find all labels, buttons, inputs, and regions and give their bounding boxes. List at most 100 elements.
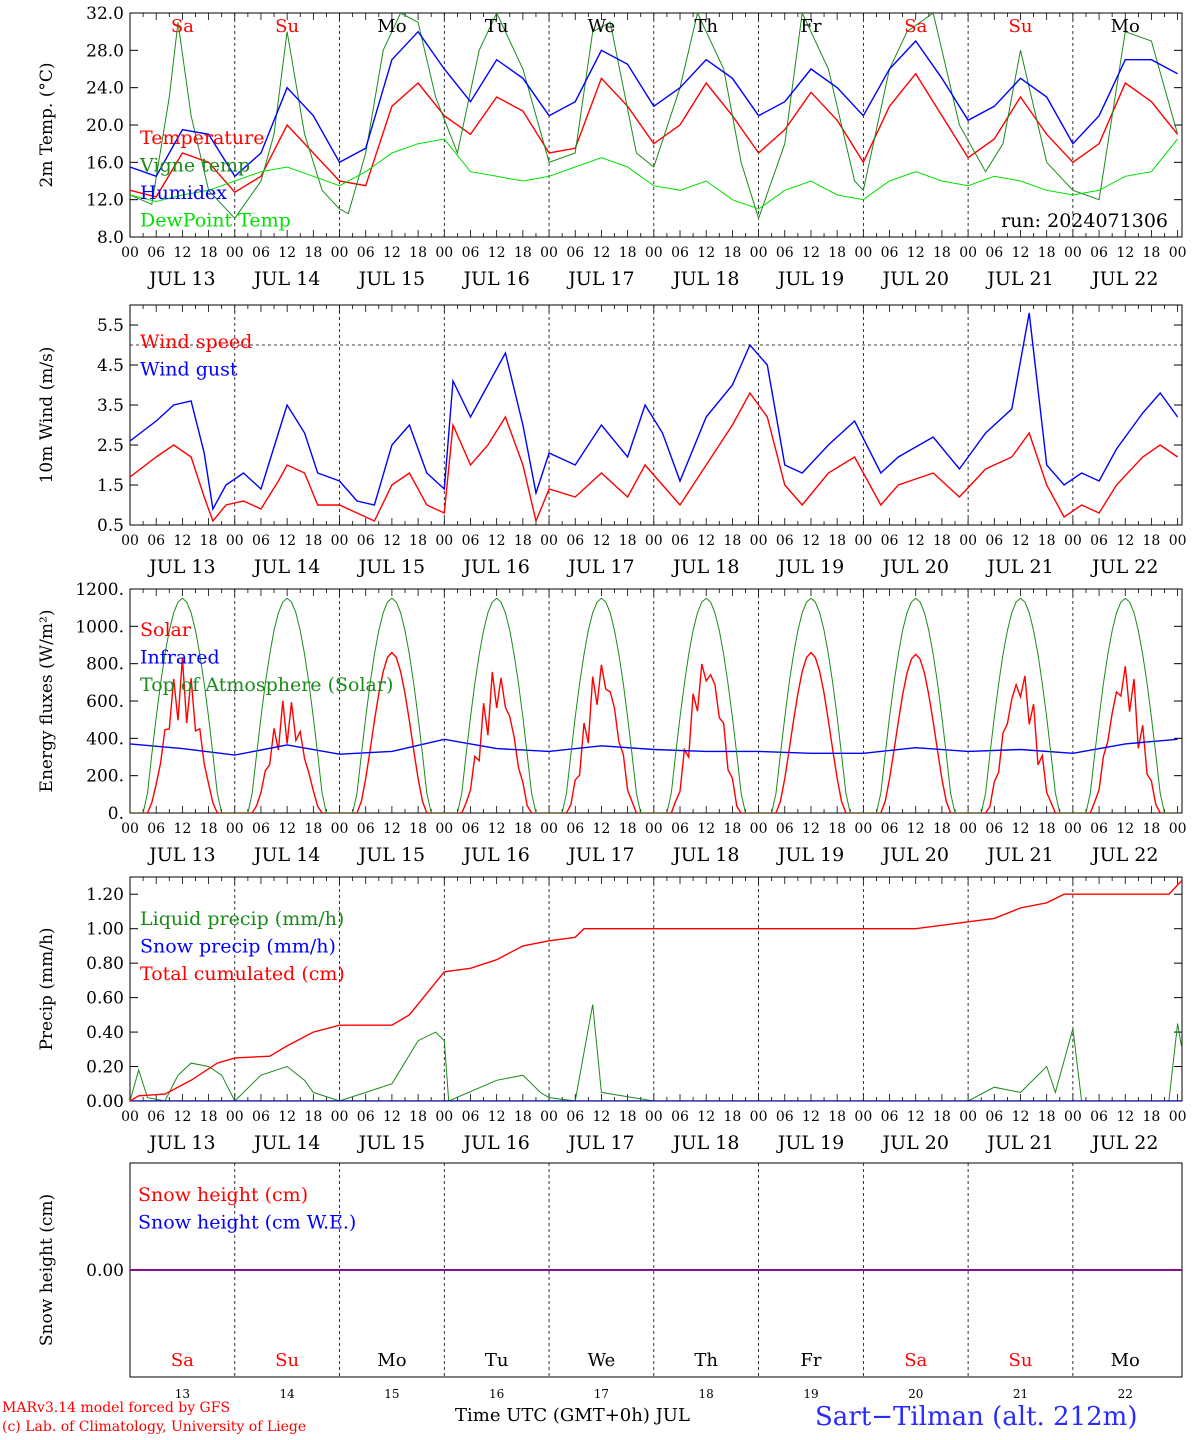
x-hour-label: 18 <box>1143 245 1161 261</box>
x-hour-label: 18 <box>200 533 218 549</box>
series-line <box>130 13 1179 220</box>
x-date-label: JUL 22 <box>1090 844 1158 866</box>
y-tick-label: 0.80 <box>86 954 124 974</box>
x-hour-label: 06 <box>776 1109 794 1125</box>
x-hour-label: 18 <box>304 821 322 837</box>
x-hour-label: 18 <box>933 821 951 837</box>
x-hour-label: 00 <box>121 1109 139 1125</box>
x-hour-label: 12 <box>593 1109 611 1125</box>
x-date-label: JUL 16 <box>461 556 529 578</box>
y-tick-label: 3.5 <box>97 396 124 416</box>
x-date-label: JUL 20 <box>880 556 948 578</box>
x-date-label: JUL 15 <box>357 844 425 866</box>
x-hour-label: 06 <box>776 821 794 837</box>
x-hour-label: 00 <box>854 1109 872 1125</box>
x-date-label: JUL 21 <box>985 556 1053 578</box>
x-hour-label: 12 <box>173 821 191 837</box>
legend-entry: Total cumulated (cm) <box>140 963 345 985</box>
day-number-label: 19 <box>803 1387 818 1401</box>
x-hour-label: 00 <box>854 533 872 549</box>
day-number-label: 16 <box>489 1387 504 1401</box>
x-hour-label: 00 <box>645 245 663 261</box>
x-hour-label: 18 <box>304 533 322 549</box>
x-hour-label: 18 <box>304 245 322 261</box>
x-hour-label: 00 <box>1064 533 1082 549</box>
x-hour-label: 12 <box>1116 533 1134 549</box>
x-hour-label: 18 <box>514 821 532 837</box>
weekday-label: Mo <box>1111 1350 1140 1371</box>
series-line <box>130 312 1179 512</box>
x-hour-label: 06 <box>985 1109 1003 1125</box>
x-hour-label: 06 <box>252 1109 270 1125</box>
x-date-label: JUL 16 <box>461 1132 529 1154</box>
day-number-label: 13 <box>175 1387 190 1401</box>
x-date-label: JUL 14 <box>252 1132 320 1154</box>
x-hour-label: 18 <box>514 533 532 549</box>
day-number-label: 15 <box>384 1387 399 1401</box>
x-date-label: JUL 13 <box>147 844 215 866</box>
plot-area <box>130 312 1182 524</box>
day-number-label: 20 <box>908 1387 923 1401</box>
x-hour-label: 00 <box>226 245 244 261</box>
x-hour-label: 00 <box>121 821 139 837</box>
y-tick-label: 1.00 <box>86 920 124 940</box>
x-hour-label: 00 <box>1169 533 1187 549</box>
x-hour-label: 18 <box>828 821 846 837</box>
y-axis-title: Precip (mm/h) <box>37 927 57 1050</box>
x-hour-label: 06 <box>881 245 899 261</box>
x-hour-label: 18 <box>1143 533 1161 549</box>
day-number-label: 21 <box>1013 1387 1028 1401</box>
x-hour-label: 12 <box>278 1109 296 1125</box>
legend-entry: Solar <box>140 619 192 641</box>
x-hour-label: 06 <box>671 1109 689 1125</box>
series-line <box>130 30 1178 178</box>
x-hour-label: 00 <box>226 821 244 837</box>
x-hour-label: 12 <box>907 1109 925 1125</box>
x-hour-label: 18 <box>619 1109 637 1125</box>
x-hour-label: 00 <box>121 245 139 261</box>
x-hour-label: 18 <box>619 821 637 837</box>
x-hour-label: 06 <box>147 1109 165 1125</box>
x-hour-label: 06 <box>881 1109 899 1125</box>
x-hour-label: 12 <box>593 821 611 837</box>
weekday-label: Su <box>275 16 299 37</box>
x-axis-title: Time UTC (GMT+0h) JUL <box>455 1405 690 1426</box>
y-tick-label: 800. <box>86 655 124 675</box>
x-hour-label: 12 <box>907 245 925 261</box>
x-date-label: JUL 19 <box>776 268 844 290</box>
x-hour-label: 12 <box>697 1109 715 1125</box>
x-date-label: JUL 19 <box>776 556 844 578</box>
y-tick-label: 1.20 <box>86 885 124 905</box>
y-axis-title: 2m Temp. (°C) <box>37 62 57 187</box>
plot-area <box>130 879 1182 1101</box>
legend-entry: Snow height (cm) <box>138 1184 308 1206</box>
x-date-label: JUL 17 <box>566 268 634 290</box>
x-date-label: JUL 18 <box>671 268 739 290</box>
x-hour-label: 00 <box>226 1109 244 1125</box>
x-hour-label: 18 <box>514 245 532 261</box>
x-hour-label: 06 <box>671 533 689 549</box>
x-hour-label: 00 <box>1169 1109 1187 1125</box>
x-hour-label: 00 <box>750 245 768 261</box>
series-line <box>130 651 1178 813</box>
x-hour-label: 00 <box>959 245 977 261</box>
x-hour-label: 06 <box>1090 1109 1108 1125</box>
station-name: Sart−Tilman (alt. 212m) <box>815 1402 1138 1432</box>
x-hour-label: 00 <box>540 1109 558 1125</box>
x-hour-label: 00 <box>331 821 349 837</box>
x-hour-label: 12 <box>1116 1109 1134 1125</box>
x-hour-label: 06 <box>671 245 689 261</box>
x-date-label: JUL 17 <box>566 1132 634 1154</box>
x-hour-label: 12 <box>383 533 401 549</box>
x-hour-label: 06 <box>462 821 480 837</box>
x-hour-label: 00 <box>1064 1109 1082 1125</box>
x-hour-label: 12 <box>593 245 611 261</box>
x-hour-label: 12 <box>1012 533 1030 549</box>
y-tick-label: 0. <box>108 804 124 824</box>
x-hour-label: 12 <box>173 533 191 549</box>
x-hour-label: 06 <box>462 245 480 261</box>
credit-line: (c) Lab. of Climatology, University of L… <box>2 1419 307 1435</box>
legend-entry: Humidex <box>140 182 227 204</box>
x-hour-label: 00 <box>959 1109 977 1125</box>
x-hour-label: 18 <box>723 821 741 837</box>
